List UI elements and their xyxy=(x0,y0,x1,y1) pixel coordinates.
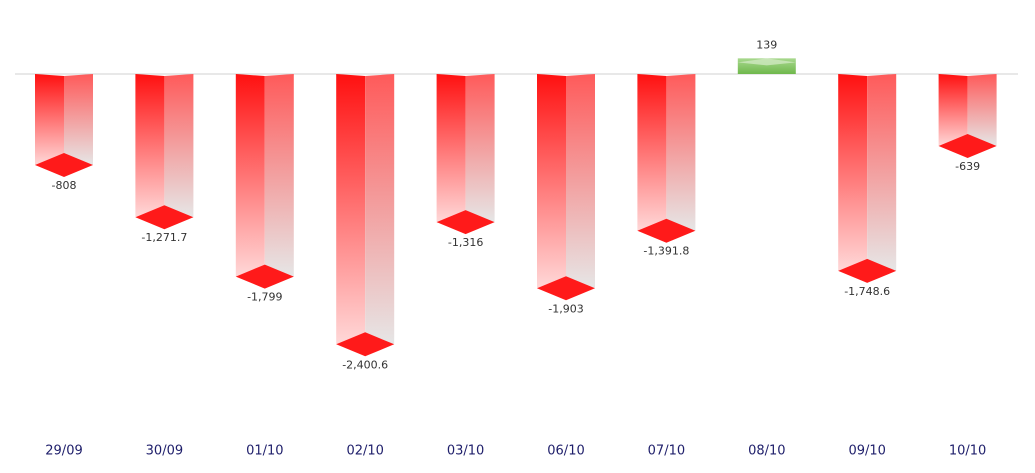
x-tick-label: 29/09 xyxy=(45,444,82,459)
bar-front xyxy=(838,74,868,271)
bar xyxy=(235,74,294,289)
bar-bottom xyxy=(838,258,897,283)
bar-side xyxy=(967,74,997,146)
value-label: -808 xyxy=(52,179,77,192)
bar-bottom xyxy=(938,133,997,158)
bar xyxy=(35,74,93,177)
bar-side xyxy=(666,74,696,231)
value-label: 139 xyxy=(756,38,777,51)
bar xyxy=(135,74,194,230)
bar-front xyxy=(938,74,968,146)
x-tick-label: 01/10 xyxy=(246,444,283,459)
value-label: -1,799 xyxy=(247,291,282,304)
bar-side xyxy=(465,74,495,223)
value-label: -1,748.6 xyxy=(844,285,890,298)
x-tick-label: 06/10 xyxy=(547,444,584,459)
bar-front xyxy=(35,74,64,165)
bar-front xyxy=(436,74,466,223)
bar-bottom xyxy=(336,332,395,357)
bar xyxy=(537,74,595,301)
value-label: -2,400.6 xyxy=(342,358,388,371)
bar xyxy=(436,74,495,235)
bar-front xyxy=(537,74,566,289)
x-tick-label: 03/10 xyxy=(447,444,484,459)
bar-bottom xyxy=(135,205,194,230)
x-tick-label: 10/10 xyxy=(949,444,986,459)
bar-front xyxy=(336,74,366,345)
x-tick-label: 08/10 xyxy=(748,444,785,459)
bar-bottom xyxy=(35,152,93,177)
bar-side xyxy=(867,74,897,271)
value-label: -1,391.8 xyxy=(643,245,689,258)
bar xyxy=(336,74,395,357)
bar-bottom xyxy=(537,276,595,301)
bar-bottom xyxy=(235,264,294,289)
bar xyxy=(637,74,696,243)
x-tick-label: 09/10 xyxy=(848,444,885,459)
bar-front xyxy=(637,74,667,231)
bar-top xyxy=(737,58,796,66)
bar-side xyxy=(64,74,93,165)
bar xyxy=(938,74,997,158)
bar-bottom xyxy=(637,218,696,243)
x-tick-label: 02/10 xyxy=(346,444,383,459)
bar-bottom xyxy=(436,210,495,235)
bar-front xyxy=(135,74,165,218)
bar-side xyxy=(365,74,395,345)
value-label: -1,316 xyxy=(448,236,483,249)
bar-side xyxy=(164,74,194,218)
x-tick-label: 07/10 xyxy=(648,444,685,459)
bar-front xyxy=(235,74,265,277)
bar-side xyxy=(566,74,595,289)
value-label: -1,271.7 xyxy=(141,231,187,244)
bar xyxy=(838,74,897,283)
x-tick-label: 30/09 xyxy=(146,444,183,459)
value-label: -1,903 xyxy=(548,302,583,315)
value-label: -639 xyxy=(955,160,980,173)
bar xyxy=(737,58,796,74)
bar-side xyxy=(264,74,294,277)
